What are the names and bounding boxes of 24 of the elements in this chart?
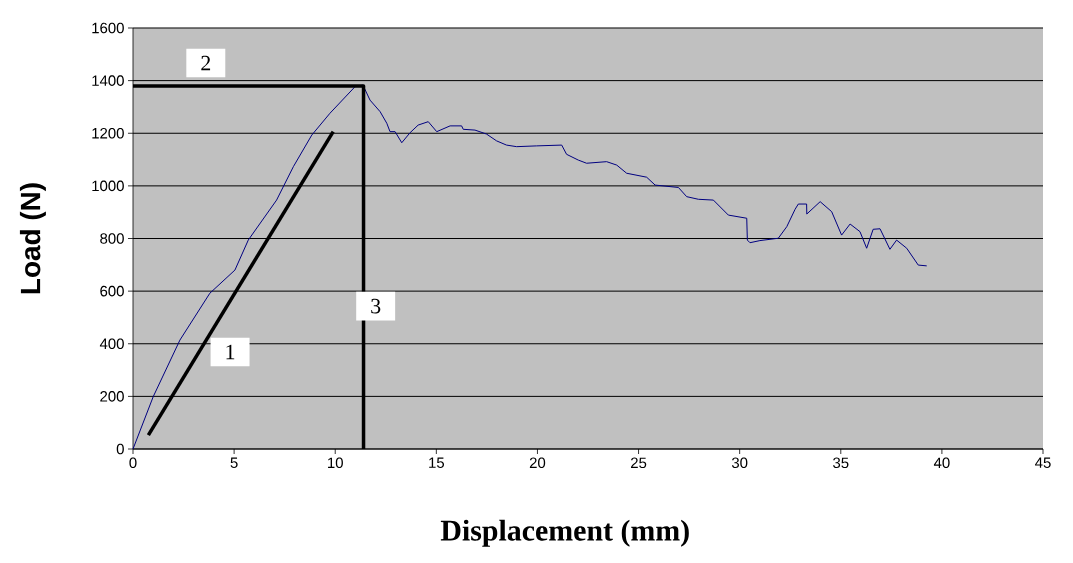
y-tick-label: 600	[100, 285, 124, 297]
x-tick-label: 45	[1035, 457, 1051, 468]
y-tick-label: 800	[100, 233, 124, 244]
x-tick-label: 0	[129, 457, 137, 469]
annotation: 3	[371, 298, 381, 314]
x-tick-label: 15	[429, 457, 445, 468]
y-tick-label: 0	[116, 443, 124, 455]
x-tick-label: 30	[731, 457, 748, 469]
x-tick-label: 40	[933, 457, 950, 469]
y-tick-label: 1600	[92, 22, 124, 34]
y-tick-label: 200	[100, 391, 124, 402]
y-axis-title: Load (N)	[19, 183, 46, 294]
y-tick-label: 1000	[92, 180, 124, 192]
annotation: 2	[201, 55, 211, 71]
x-tick-label: 5	[230, 457, 238, 468]
x-tick-label: 35	[833, 457, 849, 469]
annotation: 1	[226, 344, 235, 360]
y-tick-label: 1400	[92, 75, 124, 86]
x-axis-title: Displacement (mm)	[440, 519, 689, 547]
x-tick-label: 10	[328, 457, 343, 469]
x-tick-label: 20	[529, 457, 546, 469]
y-tick-label: 400	[99, 338, 124, 350]
y-tick-label: 1200	[92, 127, 124, 139]
x-tick-label: 25	[631, 457, 647, 469]
